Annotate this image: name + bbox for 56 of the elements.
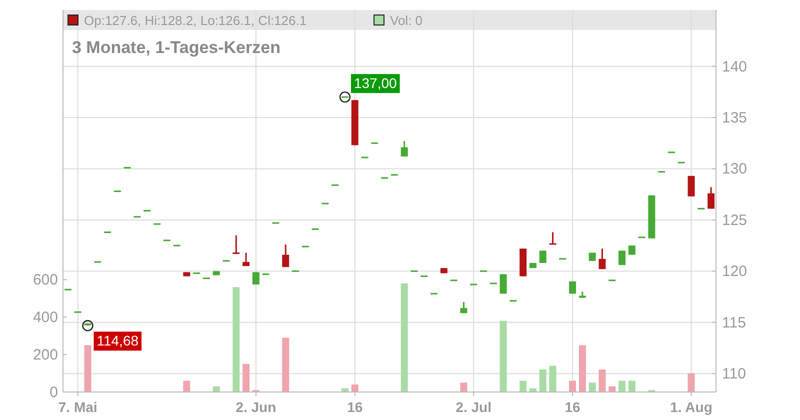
x-tick-label: 1. Aug: [670, 399, 712, 415]
candlestick: [242, 252, 250, 267]
y-tick-label: 115: [722, 314, 746, 332]
candlestick: [708, 186, 715, 210]
candlestick: [232, 234, 240, 254]
y-tick-label: 110: [722, 366, 746, 383]
candlestick: [618, 250, 626, 266]
y-tick-label: 140: [722, 58, 748, 76]
candlestick: [252, 271, 260, 286]
candlestick: [500, 273, 507, 294]
bar: [500, 320, 507, 392]
y-tick-label: 125: [722, 212, 748, 229]
candlestick: [688, 175, 695, 198]
candlestick: [628, 244, 636, 256]
bar: [282, 338, 290, 392]
bar: [549, 366, 556, 392]
bar: [688, 373, 695, 392]
annotation: Op:127.6, Hi:128.2, Lo:126.1, Cl:126.1: [84, 13, 307, 28]
candlestick: [539, 250, 546, 264]
candlestick: [282, 244, 290, 268]
annotation: Vol: 0: [390, 13, 423, 28]
bar: [183, 380, 190, 392]
bar: [628, 380, 636, 392]
bar: [400, 283, 408, 392]
bar: [578, 345, 586, 392]
bar: [588, 382, 596, 392]
bar: [460, 382, 468, 392]
bar: [232, 287, 240, 392]
bar: [569, 380, 576, 392]
x-tick-label: 2. Jun: [236, 399, 276, 415]
annotation: 114,68: [96, 332, 139, 349]
bar: [539, 370, 546, 392]
y-tick-label: 130: [722, 160, 748, 178]
y2-tick-label: 400: [32, 309, 58, 326]
bar: [598, 370, 606, 392]
price-tag: 137,00: [350, 74, 400, 94]
bar: [351, 384, 358, 392]
x-tick-label: 2. Jul: [456, 399, 492, 415]
candlestick: [598, 248, 606, 270]
candlestick: [549, 231, 556, 246]
y2-tick-label: 200: [32, 346, 58, 364]
annotation: 137,00: [354, 75, 398, 92]
bar: [520, 380, 527, 392]
candlestick: [400, 140, 408, 158]
y2-tick-label: 600: [32, 272, 58, 289]
price-tag: 114,68: [94, 332, 142, 351]
bar: [242, 364, 250, 392]
x-tick-label: 16: [564, 399, 581, 415]
y-tick-label: 120: [722, 263, 748, 280]
bar: [84, 345, 92, 392]
x-tick-label: 16: [347, 399, 363, 415]
text: 3 Monate, 1-Tages-Kerzen: [72, 38, 280, 57]
y2-tick-label: 0: [50, 384, 58, 401]
y-tick-label: 135: [722, 110, 748, 127]
bar: [618, 380, 626, 392]
x-tick-label: 7. Mai: [58, 399, 98, 415]
